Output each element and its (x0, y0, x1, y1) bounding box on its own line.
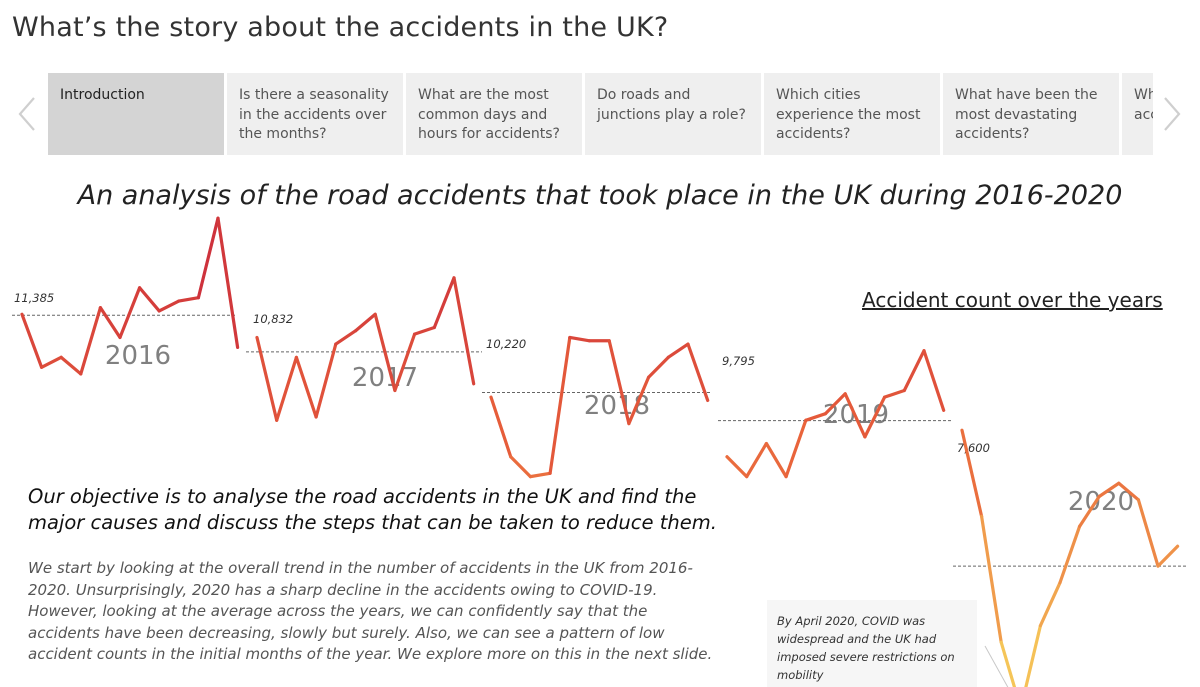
series-2017-segment-11 (452, 276, 476, 386)
series-2018-segment-5 (568, 335, 592, 343)
series-2018-segment-4 (548, 335, 572, 475)
series-2019-segment-5 (804, 412, 828, 422)
series-2016-segment-4 (79, 306, 103, 376)
series-2019-segment-9 (882, 388, 906, 399)
year-label-2020: 2020 (1068, 487, 1134, 517)
series-2020-segment-4 (1024, 624, 1043, 687)
series-2016-segment-11 (216, 216, 240, 350)
series-2019-segment-1 (725, 455, 749, 479)
annotation-connector (984, 645, 1009, 687)
series-2016-segment-3 (59, 355, 83, 376)
series-2020-segment-11 (1156, 544, 1180, 568)
series-2017-segment-5 (334, 329, 358, 346)
series-2017-segment-3 (294, 355, 318, 419)
series-2016-segment-1 (20, 312, 44, 369)
covid-annotation: By April 2020, COVID was widespread and … (767, 600, 977, 687)
chart-title: Accident count over the years (862, 288, 1163, 312)
series-2017-segment-2 (275, 355, 298, 422)
series-2019-segment-2 (745, 441, 769, 479)
series-2016-segment-9 (177, 296, 200, 303)
series-2020-segment-5 (1038, 581, 1062, 628)
series-2018-segment-8 (627, 375, 651, 426)
series-2020-segment-9 (1117, 481, 1141, 502)
series-2016-segment-6 (118, 286, 142, 340)
average-label-2020: 7,600 (957, 441, 990, 455)
series-2020-segment-6 (1058, 524, 1082, 585)
series-2019-segment-6 (823, 392, 847, 416)
tab-days-hours[interactable]: What are the most common days and hours … (406, 73, 582, 155)
series-2017-segment-10 (432, 276, 456, 330)
average-label-2018: 10,220 (486, 337, 526, 351)
series-2019-segment-10 (902, 349, 926, 393)
story-tabs: Introduction Is there a seasonality in t… (48, 73, 1153, 155)
series-2019-segment-11 (922, 349, 946, 412)
series-2018-segment-10 (666, 342, 690, 359)
series-2016-segment-2 (39, 355, 63, 369)
series-2019-segment-4 (784, 418, 808, 479)
series-2016-segment-7 (138, 286, 161, 313)
tab-involves[interactable]: What involves accidents (1122, 73, 1153, 155)
series-2020-segment-8 (1097, 481, 1121, 499)
tab-seasonality[interactable]: Is there a seasonality in the accidents … (227, 73, 403, 155)
series-2017-segment-9 (413, 325, 436, 336)
average-label-2016: 11,385 (14, 291, 54, 305)
series-2020-segment-1 (960, 428, 984, 518)
year-label-2017: 2017 (352, 363, 418, 393)
series-2018-segment-7 (607, 339, 631, 426)
series-2018-segment-3 (528, 471, 552, 479)
series-2018-segment-1 (489, 395, 513, 459)
prev-story-point-button[interactable] (16, 96, 38, 132)
series-2017-segment-4 (314, 342, 338, 419)
tab-devastating[interactable]: What have been the most devastating acci… (943, 73, 1119, 155)
series-2019-segment-7 (843, 392, 867, 439)
objective-text: Our objective is to analyse the road acc… (28, 485, 717, 534)
next-story-point-button[interactable] (1161, 96, 1183, 132)
year-label-2016: 2016 (105, 341, 171, 371)
series-2017-segment-1 (255, 335, 279, 422)
series-2018-segment-9 (646, 355, 670, 379)
series-2020-segment-3 (999, 640, 1017, 687)
chevron-left-icon (18, 97, 35, 131)
series-2019-segment-3 (764, 441, 788, 479)
series-2016-segment-10 (196, 216, 220, 300)
series-2018-segment-2 (509, 455, 533, 479)
chevron-right-icon (1164, 97, 1181, 131)
series-2018-segment-11 (686, 342, 710, 403)
page-title: What’s the story about the accidents in … (12, 12, 669, 43)
series-2017-segment-6 (353, 312, 377, 333)
tab-roads-junctions[interactable]: Do roads and junctions play a role? (585, 73, 761, 155)
average-label-2019: 9,795 (722, 354, 755, 368)
tab-cities[interactable]: Which cities experience the most acciden… (764, 73, 940, 155)
series-2016-segment-8 (157, 299, 181, 313)
series-2016-segment-5 (98, 306, 122, 340)
dashboard-subtitle: An analysis of the road accidents that t… (77, 180, 1123, 211)
series-2017-segment-8 (393, 332, 417, 393)
series-2020-segment-2 (979, 514, 1003, 644)
series-2020-segment-10 (1136, 498, 1160, 568)
tab-introduction[interactable]: Introduction (48, 73, 224, 155)
series-2017-segment-7 (373, 312, 397, 393)
series-2019-segment-8 (863, 395, 887, 439)
intro-paragraph: We start by looking at the overall trend… (28, 559, 713, 663)
average-label-2017: 10,832 (253, 312, 293, 326)
series-2020-segment-7 (1077, 494, 1101, 528)
